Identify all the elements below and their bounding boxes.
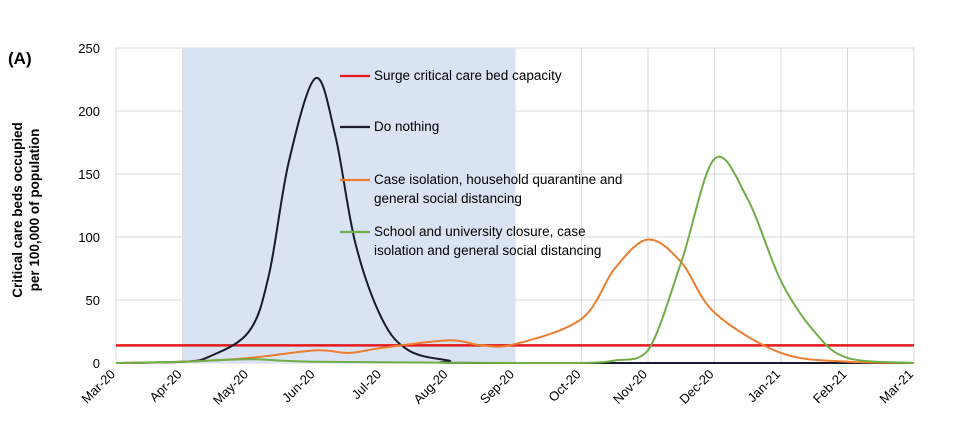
series-line-4 (115, 155, 915, 365)
legend-item-3: Case isolation, household quarantine and… (340, 172, 622, 206)
legend-label: Surge critical care bed capacity (374, 68, 562, 83)
x-tick-label: Dec-20 (676, 367, 716, 407)
legend-item-1: Surge critical care bed capacity (340, 68, 562, 83)
legend-item-4: School and university closure, case isola… (340, 224, 601, 258)
legend-label: general social distancing (374, 191, 522, 206)
x-tick-label: Jun-20 (279, 367, 318, 406)
x-tick-label: Mar-20 (78, 367, 118, 407)
y-axis-label: Critical care beds occupied per 100,000 … (10, 122, 42, 298)
x-tick-label: Feb-21 (810, 367, 850, 407)
x-tick-label: Aug-20 (410, 367, 450, 407)
y-tick-label: 0 (93, 356, 100, 371)
series-lines (115, 77, 915, 365)
legend-label: Do nothing (374, 119, 439, 134)
y-axis-label-line-2: per 100,000 of population (27, 129, 42, 292)
legend-label: School and university closure, case (374, 224, 586, 239)
y-tick-label: 150 (78, 167, 100, 182)
y-axis-ticks: 0 50 100 150 200 250 (78, 41, 100, 371)
legend-label: isolation and general social distancing (374, 243, 601, 258)
legend-item-2: Do nothing (340, 119, 439, 134)
legend: Surge critical care bed capacity Do nothi… (340, 68, 622, 258)
x-axis-ticks: Mar-20 Apr-20 May-20 Jun-20 Jul-20 Aug-20 Sep-… (78, 367, 916, 408)
x-tick-label: Nov-20 (610, 367, 650, 407)
y-tick-label: 50 (86, 293, 100, 308)
y-tick-label: 100 (78, 230, 100, 245)
y-tick-label: 250 (78, 41, 100, 56)
y-axis-label-line-1: Critical care beds occupied (10, 122, 25, 298)
x-tick-label: Jan-21 (744, 367, 783, 406)
x-tick-label: Apr-20 (146, 367, 184, 405)
panel-label: (A) (8, 49, 32, 68)
x-tick-label: Jul-20 (348, 367, 384, 403)
x-tick-label: May-20 (210, 367, 251, 408)
y-tick-label: 200 (78, 104, 100, 119)
x-tick-label: Mar-21 (876, 367, 916, 407)
legend-label: Case isolation, household quarantine and (374, 172, 622, 187)
series-line-3 (115, 238, 915, 364)
x-tick-label: Oct-20 (545, 367, 583, 405)
x-tick-label: Sep-20 (477, 367, 517, 407)
